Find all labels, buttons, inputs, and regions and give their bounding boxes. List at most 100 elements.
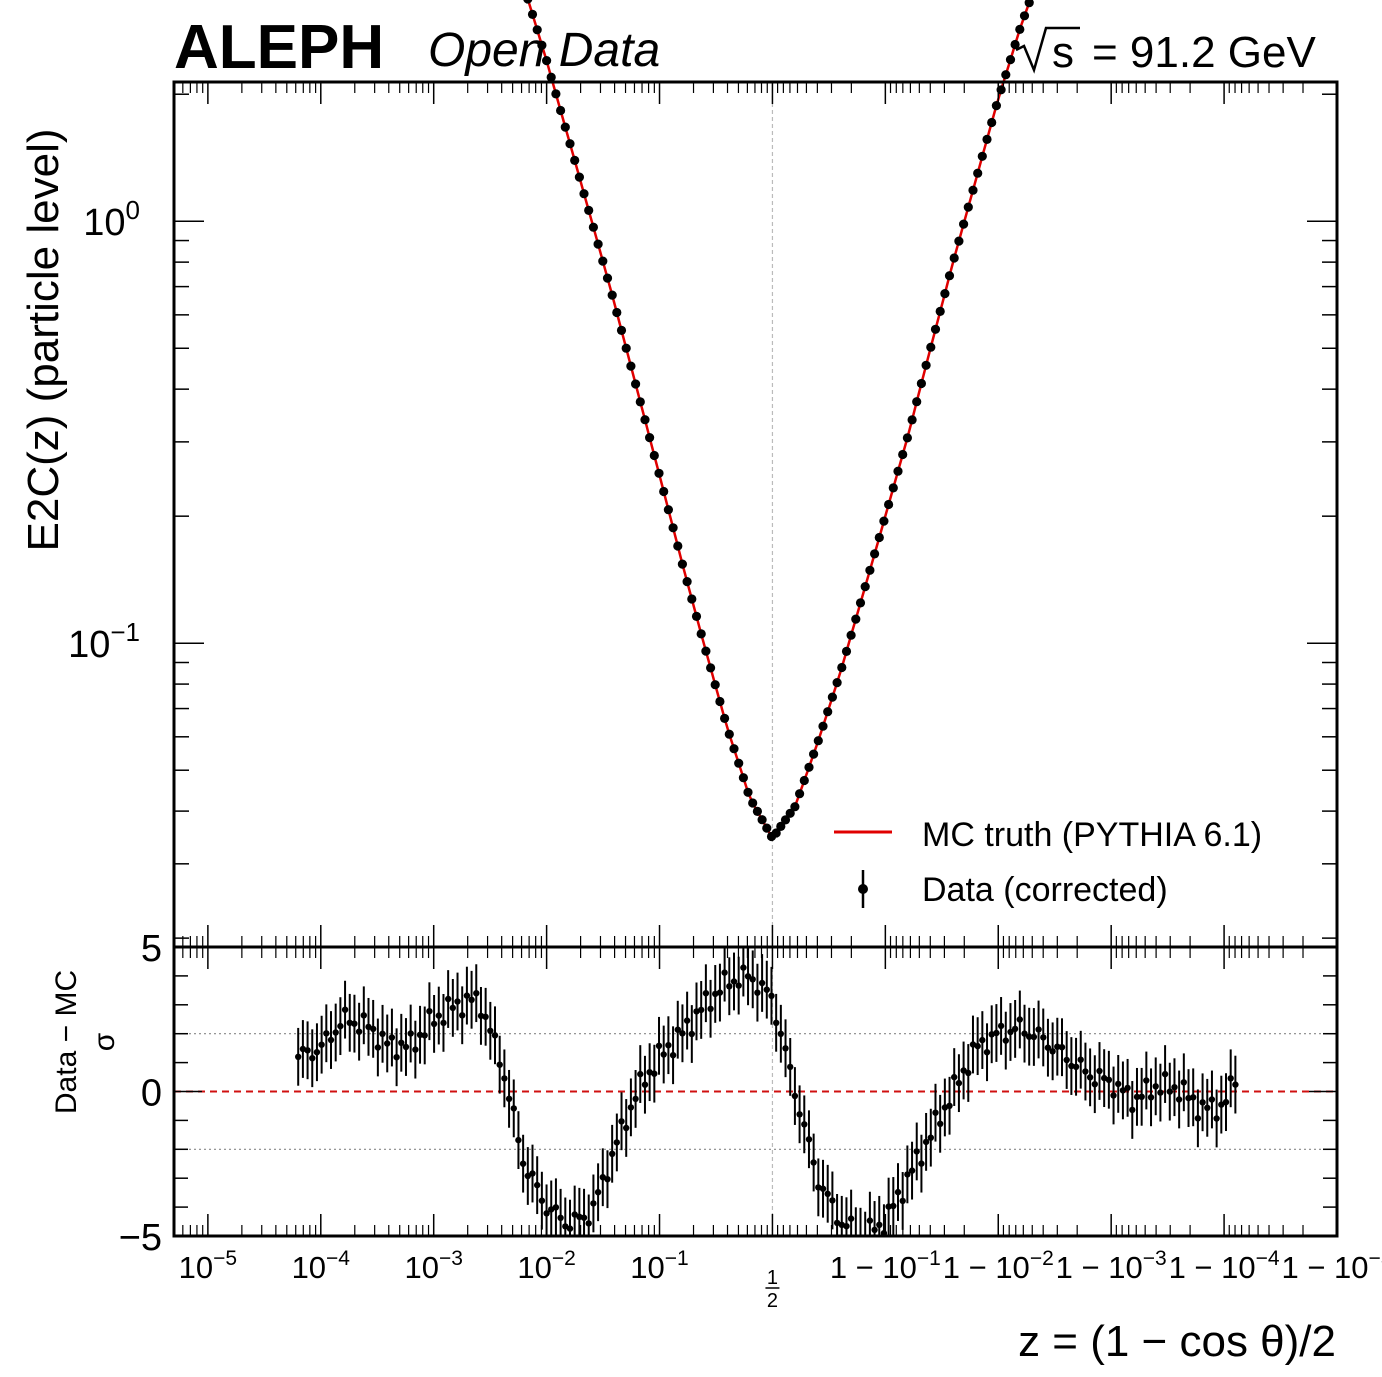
pull-point xyxy=(1157,1089,1164,1096)
legend-data-marker-icon xyxy=(858,884,868,894)
pull-point xyxy=(412,1046,419,1053)
pull-point xyxy=(735,982,742,989)
data-point xyxy=(935,306,945,316)
data-point xyxy=(696,629,706,639)
pull-point xyxy=(997,1022,1005,1030)
y-axis-label: E2C(z) (particle level) xyxy=(19,129,68,552)
pull-point xyxy=(1227,1075,1234,1082)
pull-point xyxy=(552,1204,560,1211)
x-tick-label: 1 − 10−1 xyxy=(830,1247,941,1285)
pull-point xyxy=(660,1051,667,1058)
data-point xyxy=(949,253,959,263)
data-point xyxy=(977,151,987,161)
pull-point xyxy=(360,1012,367,1019)
pull-point xyxy=(580,1214,588,1221)
data-point xyxy=(546,72,556,82)
data-point xyxy=(870,549,880,559)
pull-point xyxy=(979,1036,986,1044)
pull-point xyxy=(1016,1016,1023,1023)
pull-point xyxy=(955,1079,963,1087)
data-point xyxy=(921,360,931,370)
data-point xyxy=(1005,55,1016,65)
pull-point xyxy=(1171,1084,1178,1091)
pull-point xyxy=(876,1221,883,1229)
pull-point xyxy=(430,1020,438,1028)
pull-point xyxy=(730,978,738,985)
pull-point xyxy=(449,1004,456,1012)
pull-point xyxy=(702,990,710,997)
data-point xyxy=(790,802,800,812)
pull-point xyxy=(754,989,761,996)
pull-point xyxy=(440,1019,447,1027)
data-point xyxy=(654,468,664,478)
data-point xyxy=(645,433,655,443)
data-point xyxy=(813,736,823,746)
pull-point xyxy=(951,1073,958,1081)
pull-point xyxy=(637,1070,644,1078)
pull-point xyxy=(402,1043,410,1051)
pull-point xyxy=(454,998,461,1005)
pull-point xyxy=(1129,1106,1136,1114)
pull-point xyxy=(501,1075,508,1082)
data-point xyxy=(687,594,697,604)
pull-point xyxy=(1091,1081,1099,1088)
pull-point xyxy=(435,1012,442,1019)
pull-point xyxy=(679,1030,686,1037)
data-point xyxy=(1001,70,1011,80)
pull-point xyxy=(594,1189,602,1196)
data-point xyxy=(823,707,833,717)
data-point xyxy=(780,815,791,825)
pull-point xyxy=(1218,1101,1225,1108)
data-point xyxy=(570,155,580,165)
pull-point xyxy=(965,1069,972,1077)
data-point xyxy=(663,505,674,515)
data-point xyxy=(902,433,913,443)
pull-point xyxy=(796,1111,803,1118)
x-tick-label-half: 12 xyxy=(765,1267,780,1312)
pull-point xyxy=(1110,1092,1117,1099)
pull-point xyxy=(1204,1104,1211,1112)
data-point xyxy=(846,630,856,640)
data-point xyxy=(926,342,936,352)
pull-point xyxy=(1086,1074,1094,1081)
data-point xyxy=(888,483,898,493)
data-point xyxy=(640,415,650,425)
pull-point xyxy=(885,1203,892,1210)
ratio-y-label-numerator: Data − MC xyxy=(50,970,83,1114)
data-point xyxy=(851,614,861,624)
pull-point xyxy=(1180,1079,1188,1086)
data-point xyxy=(673,541,683,551)
pull-point xyxy=(983,1049,991,1056)
data-point xyxy=(907,415,917,425)
data-point xyxy=(593,239,603,249)
pull-point xyxy=(932,1109,939,1116)
data-point xyxy=(912,397,922,407)
x-tick-label-half-num: 1 xyxy=(767,1267,778,1289)
pull-point xyxy=(426,1008,433,1015)
data-point xyxy=(1019,11,1030,21)
data-point xyxy=(991,101,1002,111)
pull-point xyxy=(407,1030,414,1037)
pull-point xyxy=(937,1120,944,1128)
pull-point xyxy=(1007,1028,1014,1036)
pull-point xyxy=(1030,1033,1038,1041)
mc-truth-line xyxy=(526,0,1032,839)
pull-point xyxy=(993,1029,1000,1037)
data-point xyxy=(682,577,692,587)
pull-point xyxy=(749,976,756,983)
pull-point xyxy=(473,990,480,997)
data-point xyxy=(607,290,617,300)
pull-point xyxy=(327,1036,335,1044)
pull-point xyxy=(665,1042,672,1049)
data-point xyxy=(795,789,805,799)
pull-point xyxy=(529,1170,536,1177)
pull-point xyxy=(758,979,766,987)
data-point xyxy=(1010,39,1020,50)
pull-point xyxy=(1124,1084,1131,1092)
pull-point xyxy=(707,1005,714,1012)
data-point xyxy=(738,773,749,783)
data-point xyxy=(841,646,852,657)
pull-point xyxy=(1026,1033,1033,1040)
sqrt-icon xyxy=(1015,26,1080,74)
